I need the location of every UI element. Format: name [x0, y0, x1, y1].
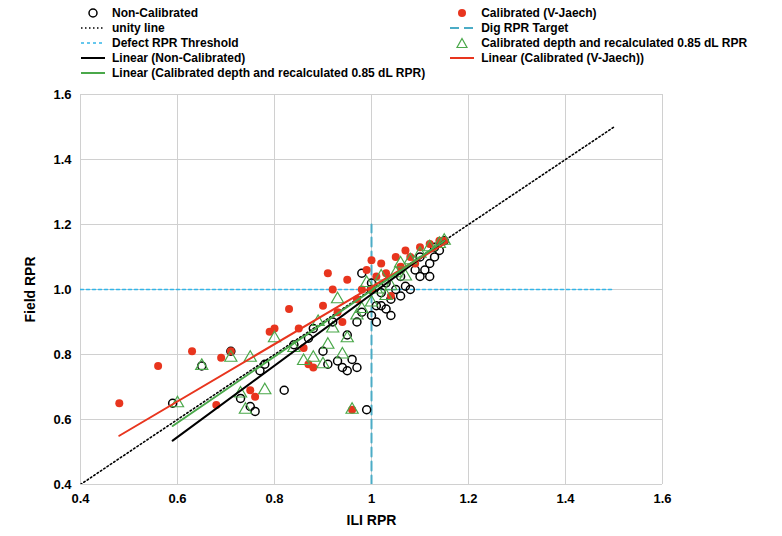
svg-text:ILI RPR: ILI RPR — [347, 512, 397, 528]
svg-text:1.2: 1.2 — [459, 491, 477, 506]
svg-text:Field RPR: Field RPR — [22, 256, 38, 322]
svg-text:1: 1 — [368, 491, 375, 506]
svg-text:0.6: 0.6 — [53, 412, 71, 427]
svg-text:1.6: 1.6 — [53, 87, 71, 102]
svg-text:1.0: 1.0 — [53, 282, 71, 297]
svg-text:1.4: 1.4 — [556, 491, 575, 506]
html-text:Linear (Calibrated (V-Jaech)): Linear (Calibrated (V-Jaech)) — [481, 51, 644, 65]
svg-text:1.4: 1.4 — [53, 152, 72, 167]
html-text:Defect RPR Threshold: Defect RPR Threshold — [112, 36, 239, 50]
svg-text:0.4: 0.4 — [71, 491, 90, 506]
html-text:Dig RPR Target: Dig RPR Target — [481, 21, 569, 35]
svg-text:0.8: 0.8 — [53, 347, 71, 362]
svg-text:0.4: 0.4 — [53, 477, 72, 492]
svg-text:0.6: 0.6 — [168, 491, 186, 506]
html-text:Calibrated (V-Jaech): Calibrated (V-Jaech) — [481, 6, 597, 20]
html-text:Linear (Calibrated depth and r: Linear (Calibrated depth and recalculate… — [112, 66, 426, 80]
html-text:Non-Calibrated: Non-Calibrated — [112, 6, 198, 20]
svg-text:0.8: 0.8 — [265, 491, 283, 506]
html-text:Linear (Non-Calibrated): Linear (Non-Calibrated) — [112, 51, 246, 65]
html-text:Calibrated depth and recalcula: Calibrated depth and recalculated 0.85 d… — [481, 36, 748, 50]
html-text:unity line: unity line — [112, 21, 165, 35]
svg-text:1.2: 1.2 — [53, 217, 71, 232]
svg-text:1.6: 1.6 — [653, 491, 671, 506]
